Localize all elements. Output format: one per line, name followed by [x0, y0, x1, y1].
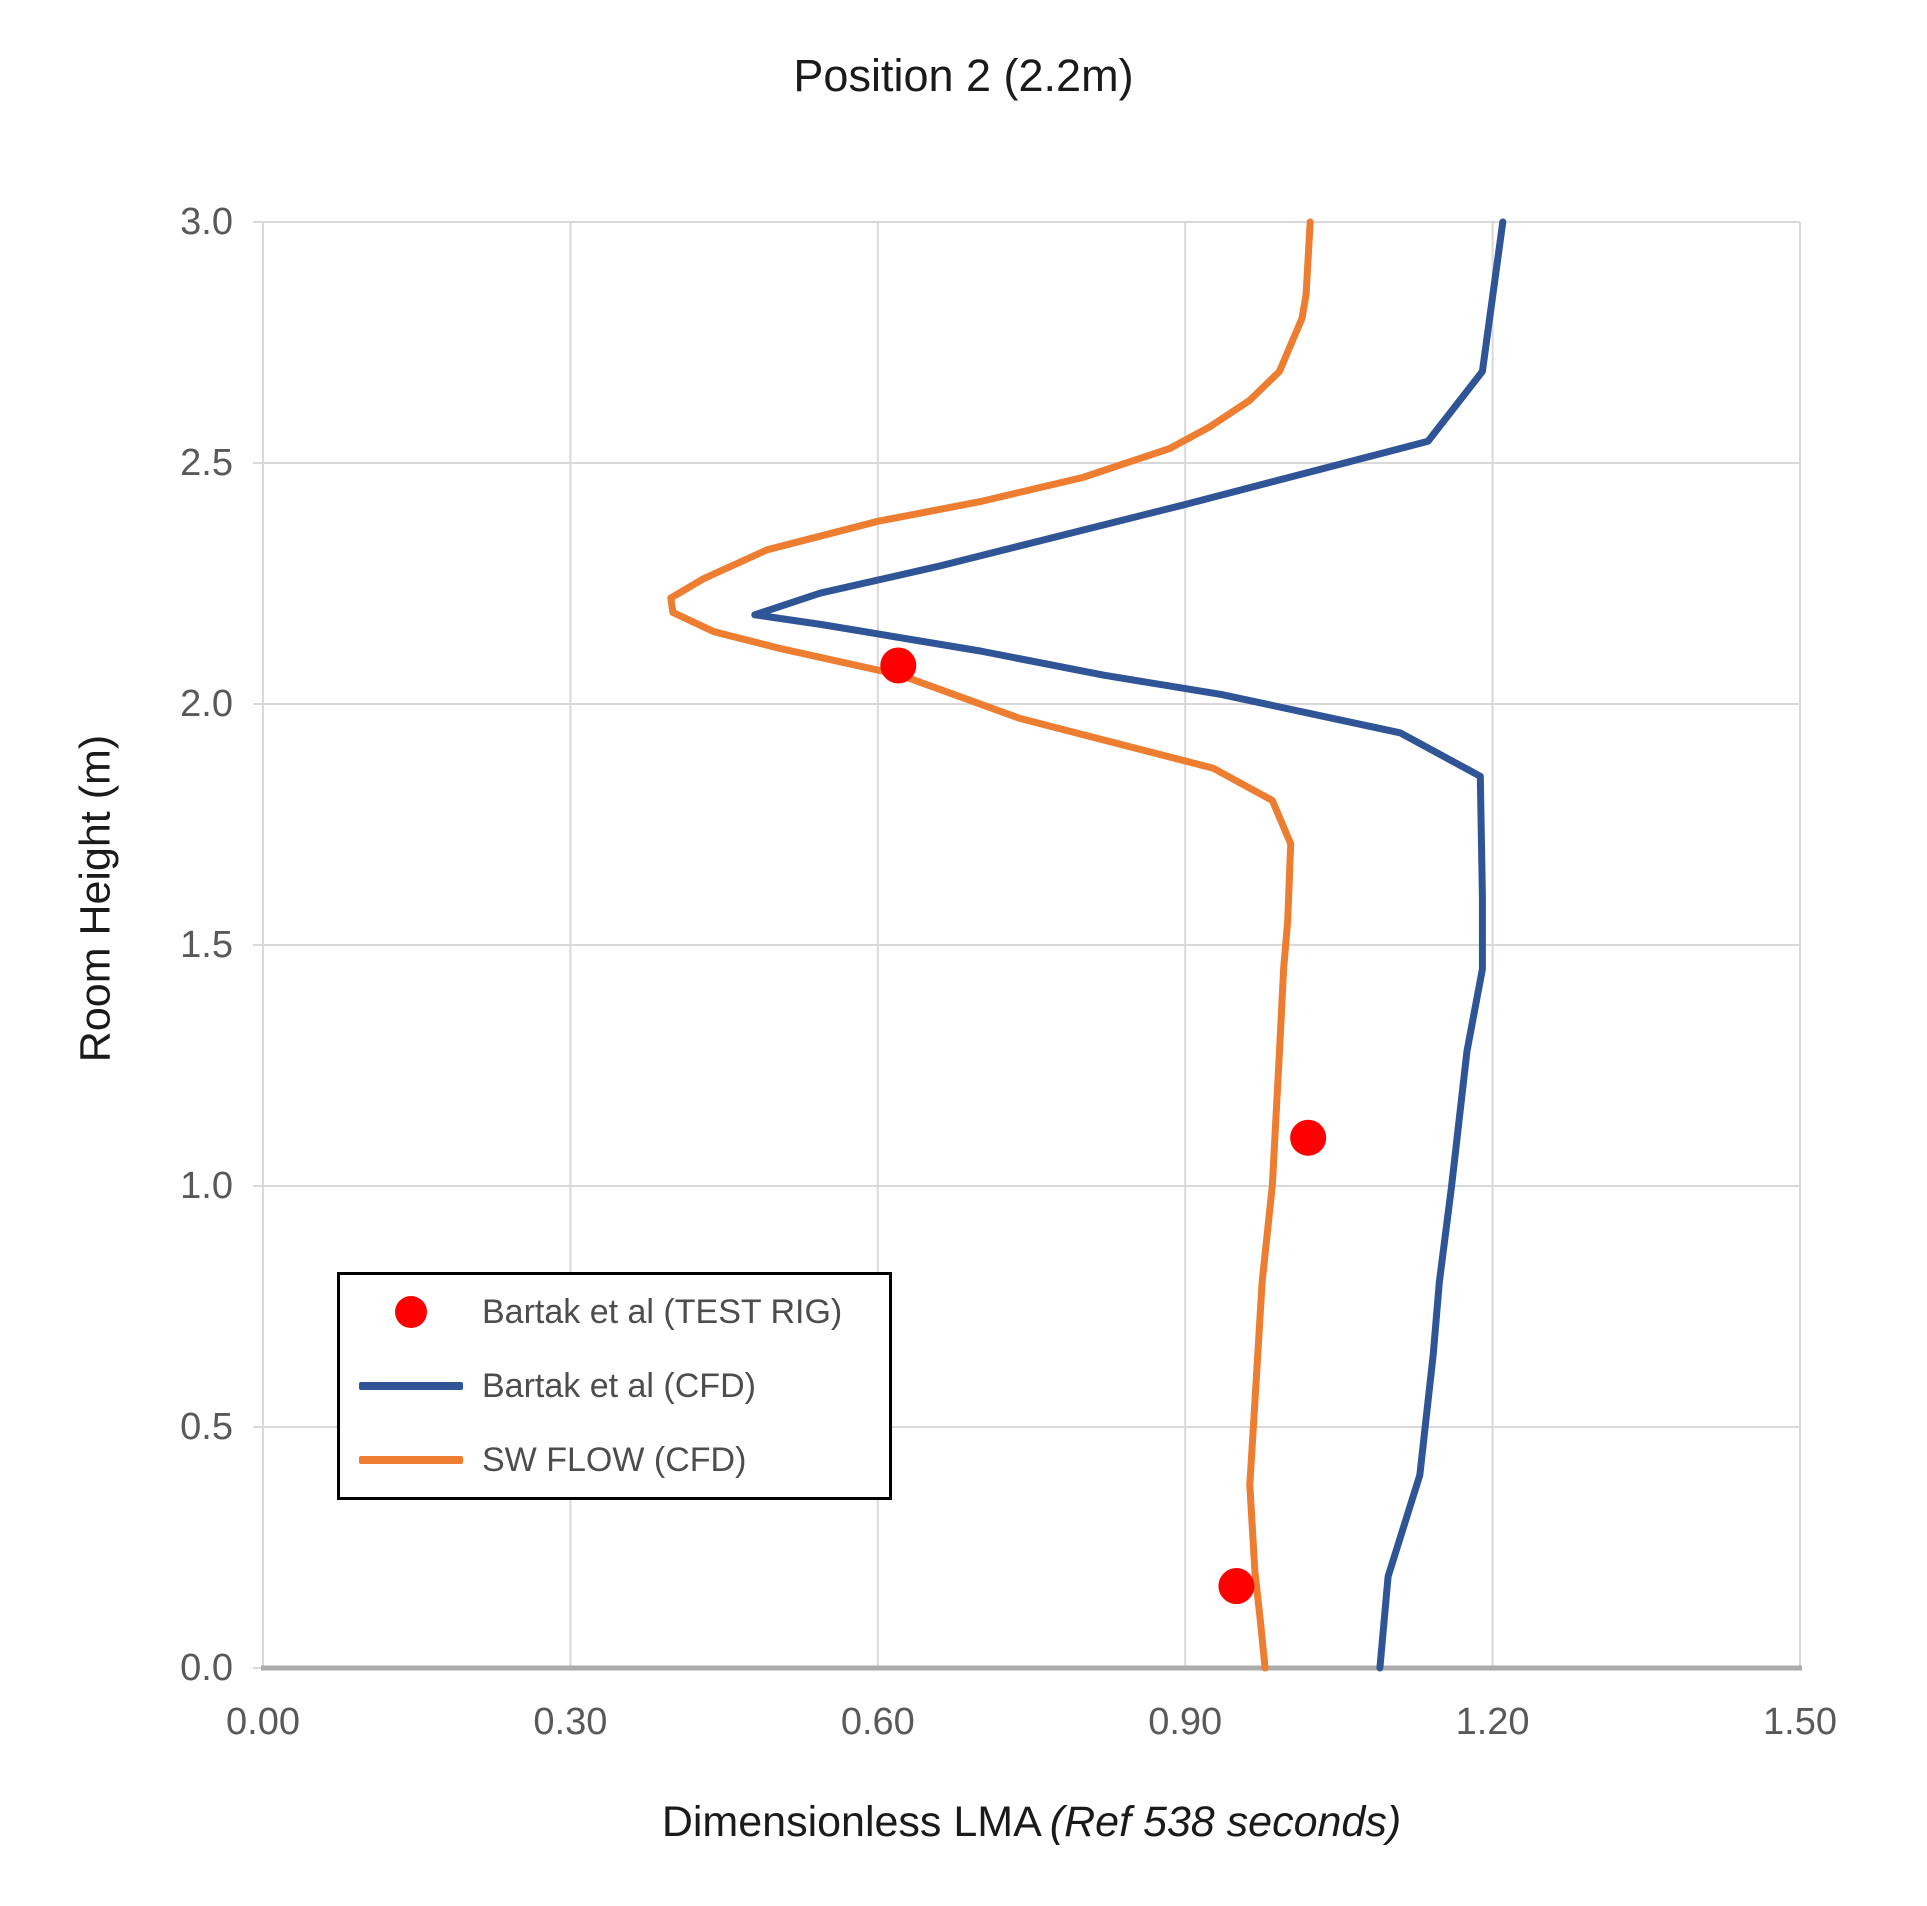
x-tick-label-0.30: 0.30 [533, 1701, 608, 1743]
x-tick-label-0.60: 0.60 [840, 1701, 915, 1743]
legend-label: Bartak et al (CFD) [482, 1366, 756, 1405]
y-tick-label-2.0: 2.0 [180, 683, 233, 725]
series-line-1 [751, 218, 1507, 1672]
legend-label: Bartak et al (TEST RIG) [482, 1292, 843, 1331]
x-tick-label-1.50: 1.50 [1763, 1701, 1837, 1743]
legend-item-sw-flow: SW FLOW (CFD) [340, 1423, 889, 1497]
x-tick-label-0.90: 0.90 [1148, 1701, 1223, 1743]
x-axis-title-main: Dimensionless LMA [661, 1798, 1042, 1846]
y-tick-label-1.0: 1.0 [180, 1165, 233, 1207]
x-axis-title: Dimensionless LMA (Ref 538 seconds) [263, 1798, 1800, 1847]
y-tick-label-3.0: 3.0 [180, 201, 233, 243]
y-tick-label-0.5: 0.5 [180, 1406, 233, 1448]
chart-title: Position 2 (2.2m) [793, 50, 1134, 101]
legend-marker-orange-line-icon [359, 1456, 463, 1464]
x-tick-label-1.20: 1.20 [1455, 1701, 1530, 1743]
series-line-2 [667, 218, 1314, 1672]
legend-item-bartak-cfd: Bartak et al (CFD) [340, 1349, 889, 1423]
scatter-point [1218, 1568, 1255, 1605]
legend-marker-red-dot-icon [395, 1296, 427, 1328]
y-tick-label-2.5: 2.5 [180, 442, 233, 484]
legend-label: SW FLOW (CFD) [482, 1440, 747, 1479]
x-tick-label-0.00: 0.00 [226, 1701, 300, 1743]
scatter-point [1290, 1119, 1327, 1156]
y-tick-label-0.0: 0.0 [180, 1647, 233, 1689]
legend-box: Bartak et al (TEST RIG) Bartak et al (CF… [337, 1272, 892, 1500]
legend-marker-blue-line-icon [359, 1382, 463, 1390]
scatter-point [880, 647, 917, 684]
x-axis-title-ref: (Ref 538 seconds) [1049, 1798, 1402, 1846]
legend-item-test-rig: Bartak et al (TEST RIG) [340, 1275, 889, 1349]
y-tick-label-1.5: 1.5 [180, 924, 233, 966]
